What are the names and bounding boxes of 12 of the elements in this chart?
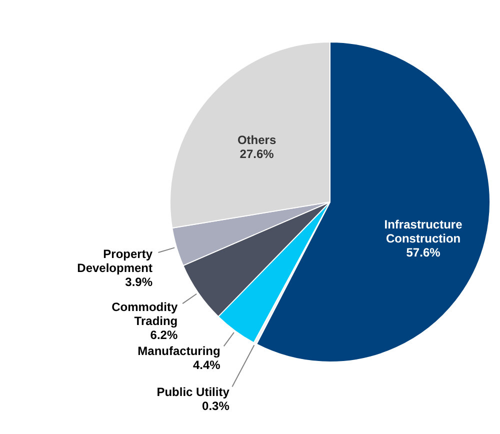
slice-label: Infrastructure Construction xyxy=(384,218,463,246)
data-label: 6.2% xyxy=(150,328,178,342)
data-label: 3.9% xyxy=(125,275,153,290)
slice-label: Public Utility xyxy=(156,385,230,400)
slice-label: Property Development xyxy=(77,247,153,276)
data-label: 27.6% xyxy=(240,146,274,161)
data-label: 57.6% xyxy=(406,246,441,260)
slice-label: Others xyxy=(237,132,276,147)
data-label: 0.3% xyxy=(202,399,230,414)
slice-label: Commodity Trading xyxy=(112,300,178,328)
data-label: 4.4% xyxy=(192,358,221,372)
slice-label: Manufacturing xyxy=(138,344,220,358)
